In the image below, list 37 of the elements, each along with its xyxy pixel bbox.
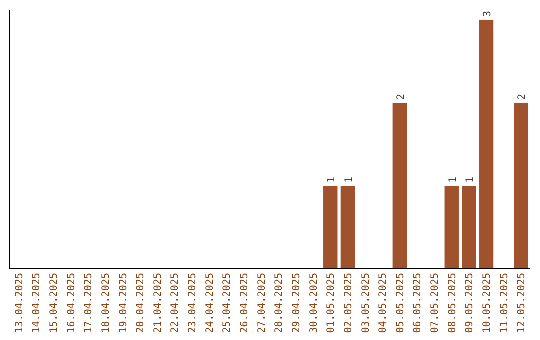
- x-tick-label: 24.04.2025: [204, 273, 216, 334]
- data-label: 1: [344, 176, 355, 183]
- x-tick-label: 21.04.2025: [152, 273, 164, 334]
- x-tick-label: 12.05.2025: [516, 273, 528, 334]
- data-label: 1: [448, 176, 459, 183]
- x-tick-label: 19.04.2025: [118, 273, 130, 334]
- x-tick-label: 09.05.2025: [464, 273, 476, 334]
- x-tick-label: 25.04.2025: [222, 273, 234, 334]
- x-tick-label: 01.05.2025: [326, 273, 338, 334]
- x-tick-label: 27.04.2025: [256, 273, 268, 334]
- x-tick-label: 14.04.2025: [32, 273, 43, 334]
- x-tick-label: 23.04.2025: [188, 273, 199, 334]
- x-tick-label: 04.05.2025: [378, 273, 390, 334]
- x-tick-label: 03.05.2025: [360, 273, 372, 334]
- x-tick-label: 28.04.2025: [274, 273, 286, 334]
- x-tick-label: 15.04.2025: [48, 273, 60, 334]
- x-tick-label: 13.04.2025: [14, 273, 26, 334]
- x-tick-label: 08.05.2025: [447, 273, 458, 334]
- x-tick-label: 29.04.2025: [291, 273, 302, 334]
- x-tick-label: 11.05.2025: [499, 273, 510, 334]
- data-label: 3: [482, 10, 494, 17]
- x-tick-label: 07.05.2025: [430, 273, 442, 334]
- x-tick-label: 05.05.2025: [395, 273, 406, 334]
- data-label: 1: [465, 176, 476, 183]
- x-tick-label: 22.04.2025: [170, 273, 182, 334]
- data-label: 2: [396, 94, 407, 100]
- x-tick-label: 10.05.2025: [482, 273, 494, 334]
- x-tick-label: 18.04.2025: [100, 273, 112, 334]
- x-tick-label: 17.04.2025: [84, 273, 95, 334]
- x-tick-label: 06.05.2025: [412, 273, 424, 334]
- data-label: 1: [326, 176, 338, 183]
- x-tick-label: 26.04.2025: [240, 273, 251, 334]
- x-tick-label: 20.04.2025: [136, 273, 147, 334]
- x-tick-label: 02.05.2025: [343, 273, 354, 334]
- x-tick-label: 16.04.2025: [66, 273, 78, 334]
- data-label: 2: [517, 94, 528, 100]
- x-tick-label: 30.04.2025: [308, 273, 320, 334]
